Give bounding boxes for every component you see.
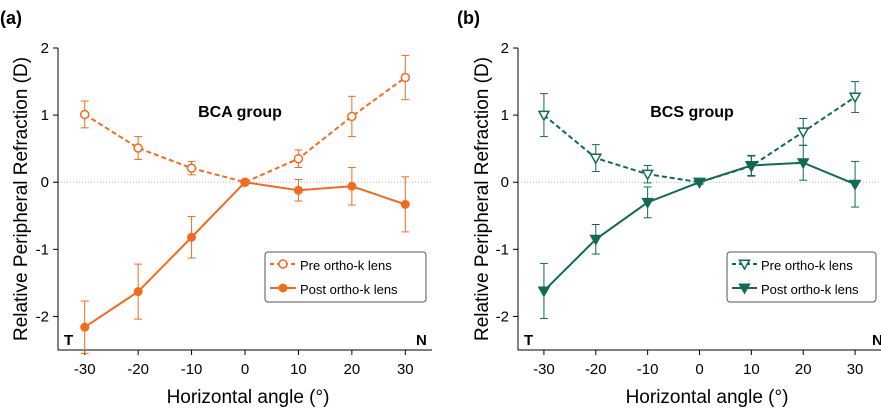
panel-b-series-1-point <box>796 158 810 170</box>
panel-b-series-0-point <box>537 110 551 122</box>
panel-b-xtick-label: 0 <box>695 361 703 378</box>
panel-a-xtick-label: -10 <box>181 361 203 378</box>
panel-a-xtick-label: -20 <box>127 361 149 378</box>
panel-a-corner-right: N <box>416 332 427 349</box>
panel-a-series-1-point <box>347 181 357 191</box>
panel-b-legend-label-post: Post ortho-k lens <box>761 282 859 297</box>
panel-b-legend: Pre ortho-k lens Post ortho-k lens <box>726 251 877 303</box>
panel-b-legend-box <box>726 251 877 303</box>
panel-b-series-1-point <box>745 160 758 172</box>
panel-b-ylabel: Relative Peripheral Refraction (D) <box>472 57 493 341</box>
panel-a-series-1-point <box>80 322 90 332</box>
panel-a-legend-box <box>264 251 427 303</box>
panel-b-ytick-label: -2 <box>496 308 509 325</box>
panel-a-legend-label-pre: Pre ortho-k lens <box>300 258 392 273</box>
panel-a-legend-marker-1 <box>278 283 288 293</box>
panel-a-ytick-label: -1 <box>36 241 49 258</box>
panel-b-ytick-label: 1 <box>501 107 509 124</box>
panel-b-legend-marker-1 <box>738 283 751 295</box>
panel-a-ytick-label: 2 <box>41 40 49 57</box>
panel-a-series-1-point <box>187 232 197 242</box>
panel-a: (a) Relative Peripheral Refraction (D) H… <box>0 8 432 408</box>
panel-a-series-1-point <box>400 199 410 209</box>
panel-b-xtick-label: 30 <box>847 361 864 378</box>
panel-a-legend-label-post: Post ortho-k lens <box>300 282 398 297</box>
panel-b-xlabel: Horizontal angle (°) <box>626 387 789 408</box>
panel-b-ytick-label: 0 <box>501 174 509 191</box>
panel-b-legend-marker-0 <box>738 259 751 271</box>
panel-a-series-0-line <box>84 76 406 184</box>
panel-a-ytick-label: -2 <box>36 308 49 325</box>
panel-a-corner-left: T <box>64 332 73 349</box>
panel-a-xtick-label: 20 <box>344 361 361 378</box>
panel-a-series-0-point <box>133 143 143 153</box>
panel-a-xtick-label: 10 <box>290 361 307 378</box>
panel-a-series-0-point <box>79 109 90 120</box>
panel-b-group-label: BCS group <box>650 104 734 121</box>
panel-a-series-0-point <box>186 163 197 173</box>
panel-a-group-label: BCA group <box>198 104 282 121</box>
panel-a-legend: Pre ortho-k lens Post ortho-k lens <box>264 251 427 303</box>
panel-a-xlabel: Horizontal angle (°) <box>167 387 330 408</box>
panel-b-xtick-label: 10 <box>743 361 760 378</box>
panel-b-xtick-label: 20 <box>795 361 812 378</box>
panel-a-series-0-point <box>293 153 304 164</box>
panel-a-series-1-point <box>133 287 143 297</box>
panel-b-corner-right: N <box>872 332 881 349</box>
panel-b-series-1-point <box>693 177 706 189</box>
panel-a-ylabel: Relative Peripheral Refraction (D) <box>11 57 32 341</box>
panel-b-series-0-point <box>589 153 603 165</box>
panel-b-xtick-label: -10 <box>637 361 659 378</box>
panel-b: (b) Relative Peripheral Refraction (D) H… <box>457 8 881 408</box>
panel-a-xtick-label: 30 <box>397 361 414 378</box>
panel-a-series-1-point <box>293 185 303 195</box>
panel-b-xtick-label: -30 <box>533 361 555 378</box>
panel-b-corner-left: T <box>524 332 533 349</box>
panel-b-series-0-point <box>848 92 862 104</box>
panel-a-ytick-label: 1 <box>41 107 49 124</box>
panel-a-series-0-point <box>400 72 411 83</box>
panel-b-legend-label-pre: Pre ortho-k lens <box>761 258 853 273</box>
panel-a-series-1-point <box>240 177 250 187</box>
panel-a-xtick-label: -30 <box>74 361 96 378</box>
panel-a-ytick-label: 0 <box>41 174 49 191</box>
panel-b-series-1-point <box>537 286 551 298</box>
panel-b-series-0-point <box>796 127 810 139</box>
panel-b-series-1-point <box>589 234 603 246</box>
panel-b-ytick-label: 2 <box>501 40 509 57</box>
panel-b-ytick-label: -1 <box>496 241 509 258</box>
panel-b-series-1-point <box>848 179 862 191</box>
panel-b-series-0-point <box>641 169 654 181</box>
panel-b-series-1-point <box>641 197 654 209</box>
panel-a-xtick-label: 0 <box>241 361 249 378</box>
panel-b-letter: (b) <box>457 8 480 28</box>
panel-b-xtick-label: -20 <box>585 361 607 378</box>
panel-a-letter: (a) <box>0 8 22 28</box>
panel-a-series-0-point <box>347 111 357 122</box>
panel-a-legend-marker-0 <box>278 259 288 269</box>
